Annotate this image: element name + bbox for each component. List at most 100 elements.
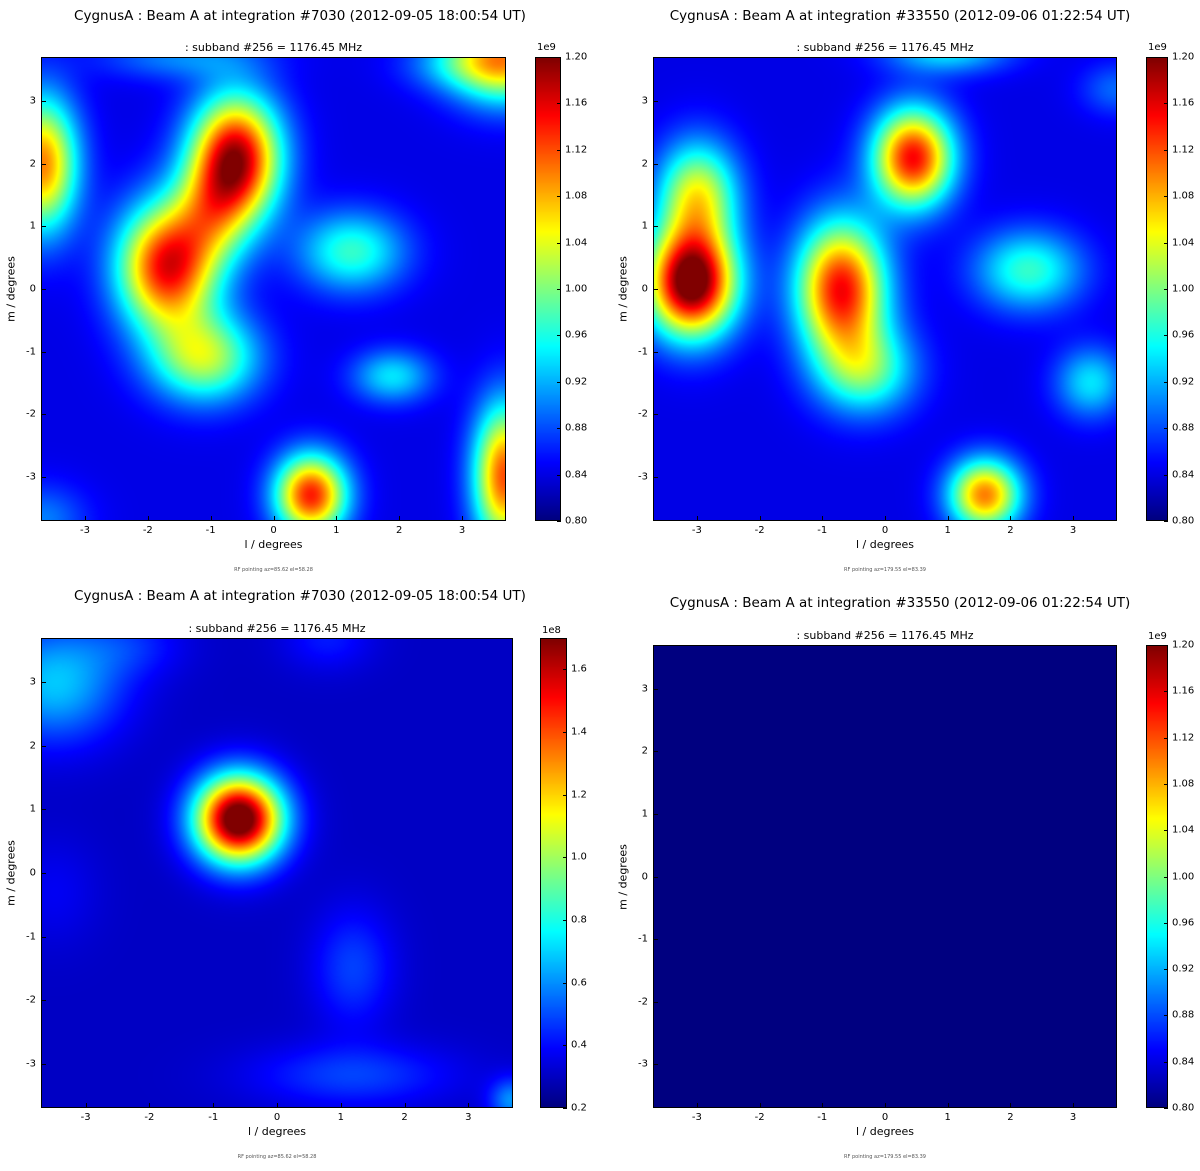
colorbar-tick-mark [557, 335, 561, 337]
y-tick-label: -3 [638, 471, 648, 483]
y-tick-mark [41, 873, 46, 874]
chart-title: CygnusA : Beam A at integration #7030 (2… [74, 588, 526, 604]
colorbar-tick-label: 1.20 [1172, 51, 1195, 63]
colorbar-tick-mark [1164, 1061, 1168, 1063]
y-tick-label: -1 [26, 931, 36, 942]
y-tick-mark [41, 809, 46, 811]
x-tick-label: 0 [881, 525, 889, 536]
colorbar-tick-mark [557, 521, 561, 522]
x-tick-mark [468, 1103, 470, 1108]
heatmap-plot [653, 645, 1117, 1108]
chart-panel-3: CygnusA : Beam A at integration #7030 (2… [0, 588, 600, 1171]
y-tick-label: 0 [29, 283, 36, 295]
chart-panel-4: CygnusA : Beam A at integration #33550 (… [600, 588, 1200, 1171]
colorbar-tick-label: 1.0 [571, 851, 587, 863]
x-tick-label: -1 [208, 1112, 219, 1123]
colorbar-tick-mark [563, 794, 567, 796]
x-tick-mark [1010, 516, 1012, 521]
colorbar-tick-label: 1.16 [1172, 685, 1195, 697]
colorbar-tick-mark [563, 1045, 567, 1047]
chart-subtitle: : subband #256 = 1176.45 MHz [188, 622, 366, 635]
y-tick-mark [653, 100, 658, 102]
colorbar-tick-mark [1164, 289, 1168, 290]
colorbar-tick-label: 0.80 [565, 515, 588, 527]
x-tick-label: 3 [458, 525, 466, 536]
y-tick-mark [41, 100, 46, 102]
x-tick-mark [210, 516, 212, 521]
x-tick-label: 0 [270, 525, 277, 536]
y-axis-label: m / degrees [616, 256, 630, 322]
y-tick-label: 0 [641, 871, 648, 882]
x-tick-label: -2 [754, 525, 765, 536]
colorbar-tick-label: 0.96 [565, 329, 588, 341]
colorbar-tick-label: 0.92 [565, 376, 588, 388]
colorbar-tick-label: 1.16 [565, 97, 588, 109]
y-tick-mark [653, 1064, 658, 1066]
x-tick-label: 2 [395, 525, 403, 536]
heatmap-image [654, 646, 1116, 1107]
y-tick-mark [41, 745, 46, 747]
x-tick-mark [213, 1103, 215, 1108]
y-tick-label: -1 [638, 933, 648, 945]
colorbar-tick-label: 0.88 [565, 422, 588, 434]
y-tick-mark [41, 1000, 46, 1002]
y-tick-mark [41, 414, 46, 416]
y-tick-mark [41, 936, 46, 938]
colorbar-tick-label: 1.04 [565, 237, 588, 249]
colorbar-gradient [1147, 646, 1167, 1107]
x-axis-label: l / degrees [247, 1125, 307, 1138]
colorbar-tick-mark [557, 103, 561, 105]
colorbar-tick-mark [557, 149, 561, 151]
y-tick-label: 2 [641, 158, 648, 170]
colorbar-tick-label: 1.12 [1172, 732, 1195, 744]
colorbar-tick-label: 1.6 [571, 663, 587, 675]
x-tick-mark [947, 1103, 949, 1108]
colorbar-tick-label: 1.04 [1172, 824, 1195, 836]
colorbar-tick-label: 0.80 [1172, 515, 1195, 527]
y-tick-label: 1 [29, 803, 36, 815]
y-tick-mark [41, 477, 46, 479]
y-tick-label: -1 [26, 346, 36, 358]
chart-panel-1: CygnusA : Beam A at integration #7030 (2… [0, 0, 600, 588]
x-tick-label: -2 [144, 1112, 155, 1123]
pointing-footnote: RF pointing az=85.62 el=58.28 [234, 567, 313, 573]
y-tick-mark [653, 289, 658, 290]
y-tick-label: 0 [641, 283, 648, 295]
y-tick-label: 2 [29, 740, 36, 752]
y-axis-label: m / degrees [4, 840, 18, 906]
x-tick-mark [84, 516, 86, 521]
y-tick-mark [653, 351, 658, 353]
colorbar-tick-label: 0.84 [1172, 1056, 1195, 1068]
x-tick-label: -2 [754, 1112, 765, 1123]
colorbar-tick-mark [557, 381, 561, 383]
colorbar-tick-label: 1.20 [565, 51, 588, 63]
x-tick-mark [1073, 1103, 1075, 1108]
colorbar-multiplier: 1e9 [1148, 631, 1167, 642]
y-tick-mark [653, 688, 658, 690]
colorbar-tick-label: 0.4 [571, 1039, 587, 1051]
y-tick-label: 3 [641, 95, 648, 107]
colorbar-tick-mark [557, 474, 561, 476]
colorbar-tick-mark [557, 289, 561, 290]
y-tick-mark [653, 477, 658, 479]
colorbar-tick-label: 0.96 [1172, 917, 1195, 929]
colorbar-tick-mark [1164, 103, 1168, 105]
x-tick-mark [822, 1103, 824, 1108]
x-tick-label: -3 [691, 525, 702, 536]
y-tick-mark [653, 876, 658, 878]
y-tick-mark [653, 163, 658, 165]
colorbar-tick-mark [563, 669, 567, 671]
y-tick-mark [41, 226, 46, 228]
x-tick-mark [822, 516, 824, 521]
x-tick-label: -1 [817, 525, 828, 536]
colorbar-tick-label: 1.00 [1172, 283, 1195, 295]
y-tick-label: -3 [26, 471, 36, 483]
x-tick-mark [696, 516, 698, 521]
x-tick-mark [404, 1103, 406, 1108]
colorbar [540, 638, 567, 1108]
colorbar-tick-label: 0.88 [1172, 1009, 1195, 1021]
colorbar-tick-mark [1164, 428, 1168, 430]
y-tick-mark [41, 289, 46, 290]
y-tick-mark [41, 1063, 46, 1065]
heatmap-image [42, 58, 505, 520]
